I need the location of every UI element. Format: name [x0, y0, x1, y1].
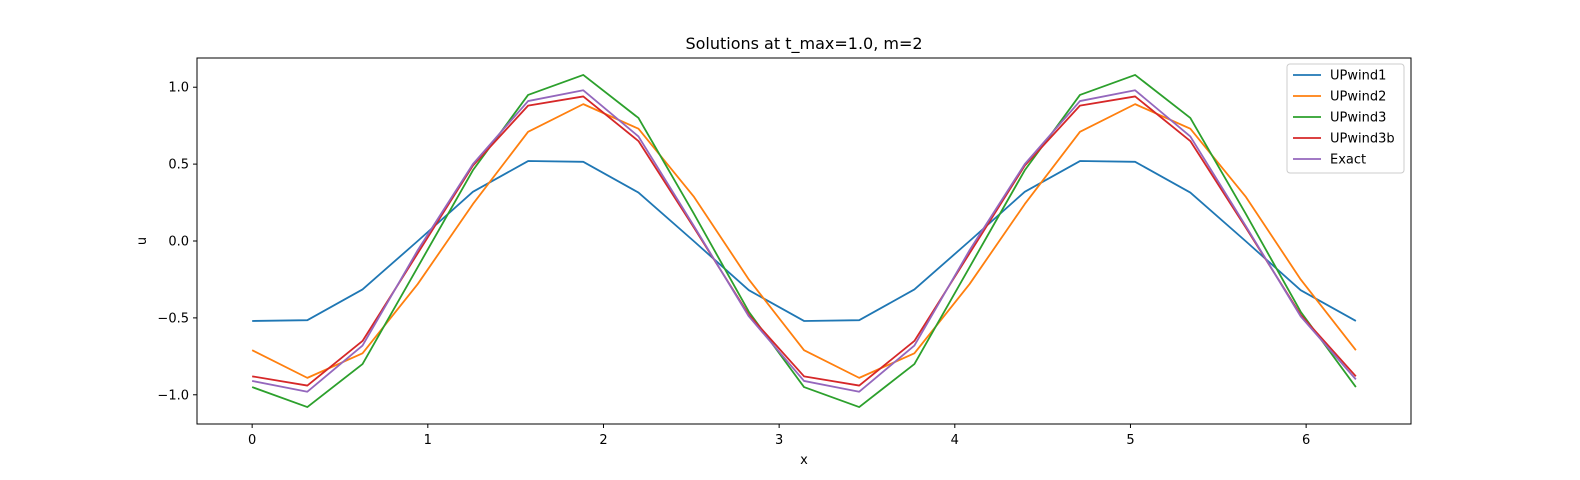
x-tick-label: 1	[424, 433, 432, 448]
plot-frame	[196, 57, 1412, 425]
x-axis-label: x	[800, 453, 808, 468]
x-tick-label: 4	[951, 433, 959, 448]
chart-title: Solutions at t_max=1.0, m=2	[685, 34, 922, 54]
y-tick-label: −1.0	[157, 388, 189, 403]
legend: UPwind1 UPwind2 UPwind3 UPwind3b Exact	[1286, 63, 1405, 174]
series-line-exact	[251, 89, 1357, 393]
legend-label: UPwind3	[1330, 111, 1386, 126]
x-tick-label: 2	[599, 433, 607, 448]
axes: 0 1 2 3 4 5 6 −1.0 −0.5 0.0 0.5 1.0	[157, 57, 1412, 448]
legend-box	[1286, 63, 1405, 174]
legend-label: UPwind3b	[1330, 132, 1395, 147]
y-tick-label: 0.5	[168, 158, 189, 173]
y-axis-label: u	[135, 237, 150, 245]
legend-label: UPwind2	[1330, 90, 1386, 105]
x-tick-label: 0	[248, 433, 256, 448]
y-tick-label: 0.0	[168, 235, 189, 250]
series-line-upwind3b	[252, 95, 1357, 387]
x-tick-label: 3	[775, 433, 783, 448]
x-tick-label: 5	[1126, 433, 1134, 448]
legend-label: Exact	[1330, 153, 1366, 168]
legend-label: UPwind1	[1330, 69, 1386, 84]
x-tick-label: 6	[1302, 433, 1310, 448]
y-tick-label: −0.5	[157, 311, 189, 326]
series-line-upwind3	[251, 74, 1357, 408]
series-line-upwind1	[252, 160, 1357, 322]
plot-area	[251, 74, 1357, 408]
y-tick-label: 1.0	[168, 81, 189, 96]
